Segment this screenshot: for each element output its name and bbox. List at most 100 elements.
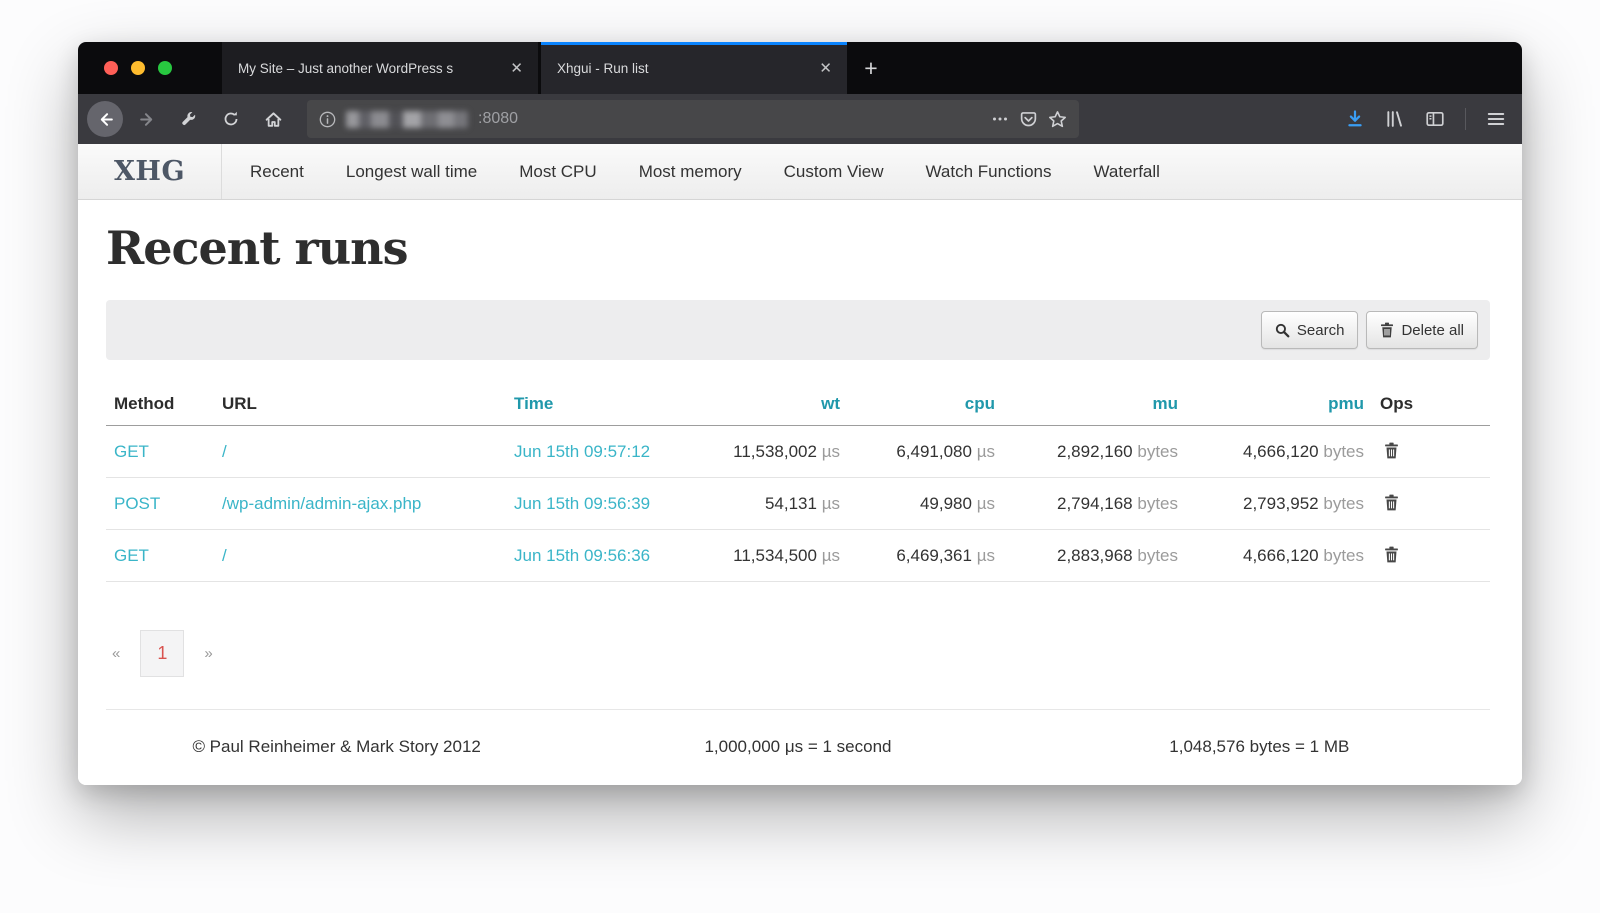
previous-page-button[interactable]: « (112, 645, 121, 662)
downloads-icon[interactable] (1345, 109, 1365, 129)
run-method-link[interactable]: GET (114, 546, 149, 565)
sort-time-link[interactable]: Time (514, 394, 554, 413)
xhgui-page: XHG Recent Longest wall time Most CPU Mo… (78, 144, 1522, 785)
run-url-link[interactable]: / (222, 546, 227, 565)
action-bar: Search Delete all (106, 300, 1490, 360)
run-url-link[interactable]: / (222, 442, 227, 461)
tools-button[interactable] (171, 101, 207, 137)
library-icon[interactable] (1385, 109, 1405, 129)
sort-pmu-link[interactable]: pmu (1328, 394, 1364, 413)
pmu-unit: bytes (1323, 546, 1364, 565)
tab-title: Xhgui - Run list (557, 60, 649, 76)
current-page-indicator[interactable]: 1 (140, 630, 185, 677)
search-button[interactable]: Search (1260, 311, 1359, 349)
pmu-value: 4,666,120 (1242, 442, 1319, 461)
main-content: Recent runs Search Delete all (78, 200, 1522, 785)
zoom-window-button[interactable] (158, 61, 172, 75)
site-info-icon[interactable] (319, 111, 336, 128)
run-method-link[interactable]: GET (114, 442, 149, 461)
trash-icon (1384, 442, 1399, 459)
cpu-value: 6,491,080 (896, 442, 972, 461)
next-page-button[interactable]: » (204, 645, 213, 662)
browser-toolbar: :8080 (78, 94, 1522, 144)
new-tab-button[interactable]: + (864, 54, 878, 81)
sort-wt-link[interactable]: wt (821, 394, 840, 413)
footer-copyright: © Paul Reinheimer & Mark Story 2012 (192, 737, 481, 756)
reload-button[interactable] (213, 101, 249, 137)
forward-arrow-icon (138, 110, 157, 129)
table-row: POST /wp-admin/admin-ajax.php Jun 15th 0… (106, 477, 1490, 530)
traffic-lights (78, 42, 196, 94)
sidebar-toggle-icon[interactable] (1425, 109, 1445, 129)
close-window-button[interactable] (104, 61, 118, 75)
column-header-pmu[interactable]: pmu (1186, 382, 1372, 426)
home-icon (264, 110, 283, 129)
column-header-cpu[interactable]: cpu (848, 382, 1003, 426)
toolbar-separator (1465, 108, 1466, 130)
nav-item-most-memory[interactable]: Most memory (638, 161, 742, 181)
trash-icon (1380, 322, 1394, 338)
wt-unit: µs (821, 494, 840, 513)
delete-run-button[interactable] (1380, 544, 1403, 565)
cpu-unit: µs (976, 442, 995, 461)
xhg-brand-logo[interactable]: XHG (78, 144, 222, 199)
sort-mu-link[interactable]: mu (1152, 394, 1179, 413)
url-port-text: :8080 (478, 110, 519, 127)
nav-item-longest-wall-time[interactable]: Longest wall time (345, 161, 478, 181)
wt-unit: µs (821, 546, 840, 565)
close-icon[interactable]: ✕ (510, 59, 523, 77)
menu-hamburger-icon[interactable] (1486, 109, 1506, 129)
nav-item-waterfall[interactable]: Waterfall (1093, 161, 1160, 181)
page-actions-icon[interactable] (991, 110, 1009, 128)
pagination: « 1 » (112, 630, 1490, 677)
column-header-ops: Ops (1372, 382, 1490, 426)
nav-item-recent[interactable]: Recent (250, 161, 304, 181)
mu-unit: bytes (1137, 494, 1178, 513)
run-url-link[interactable]: /wp-admin/admin-ajax.php (222, 494, 422, 513)
tab-wordpress-site[interactable]: My Site – Just another WordPress s ✕ (222, 42, 538, 94)
wt-value: 54,131 (764, 494, 817, 513)
url-bar[interactable]: :8080 (307, 100, 1079, 138)
run-time-link[interactable]: Jun 15th 09:56:39 (514, 494, 651, 513)
footer-bytes-note: 1,048,576 bytes = 1 MB (1169, 737, 1350, 756)
delete-run-button[interactable] (1380, 440, 1403, 461)
column-header-mu[interactable]: mu (1003, 382, 1186, 426)
column-header-url: URL (214, 382, 506, 426)
nav-item-most-cpu[interactable]: Most CPU (519, 161, 597, 181)
delete-run-button[interactable] (1380, 492, 1403, 513)
page-footer: © Paul Reinheimer & Mark Story 2012 1,00… (106, 709, 1490, 785)
delete-all-button[interactable]: Delete all (1366, 311, 1478, 349)
column-header-time[interactable]: Time (506, 382, 696, 426)
minimize-window-button[interactable] (131, 61, 145, 75)
bookmark-star-icon[interactable] (1048, 110, 1067, 129)
run-time-link[interactable]: Jun 15th 09:56:36 (514, 546, 651, 565)
home-button[interactable] (255, 101, 291, 137)
wrench-icon (180, 110, 198, 128)
mu-value: 2,883,968 (1056, 546, 1133, 565)
pocket-icon[interactable] (1019, 110, 1038, 129)
cpu-value: 6,469,361 (896, 546, 972, 565)
reload-icon (222, 110, 240, 128)
pmu-unit: bytes (1323, 442, 1364, 461)
redacted-url-blur (346, 110, 468, 128)
table-row: GET / Jun 15th 09:56:36 11,534,500 µs 6,… (106, 529, 1490, 582)
wt-value: 11,538,002 (733, 442, 817, 461)
run-method-link[interactable]: POST (114, 494, 161, 513)
trash-icon (1384, 546, 1399, 563)
page-title: Recent runs (106, 221, 409, 275)
sort-cpu-link[interactable]: cpu (964, 394, 995, 413)
tab-xhgui-run-list[interactable]: Xhgui - Run list ✕ (541, 42, 847, 94)
back-button[interactable] (87, 101, 123, 137)
cpu-value: 49,980 (919, 494, 972, 513)
run-time-link[interactable]: Jun 15th 09:57:12 (514, 442, 651, 461)
back-arrow-icon (96, 110, 115, 129)
table-row: GET / Jun 15th 09:57:12 11,538,002 µs 6,… (106, 425, 1490, 478)
search-icon (1275, 323, 1290, 338)
nav-item-watch-functions[interactable]: Watch Functions (925, 161, 1052, 181)
forward-button[interactable] (129, 101, 165, 137)
app-navbar: XHG Recent Longest wall time Most CPU Mo… (78, 144, 1522, 200)
close-icon[interactable]: ✕ (819, 59, 832, 77)
mu-unit: bytes (1137, 546, 1178, 565)
nav-item-custom-view[interactable]: Custom View (783, 161, 884, 181)
column-header-wt[interactable]: wt (696, 382, 848, 426)
